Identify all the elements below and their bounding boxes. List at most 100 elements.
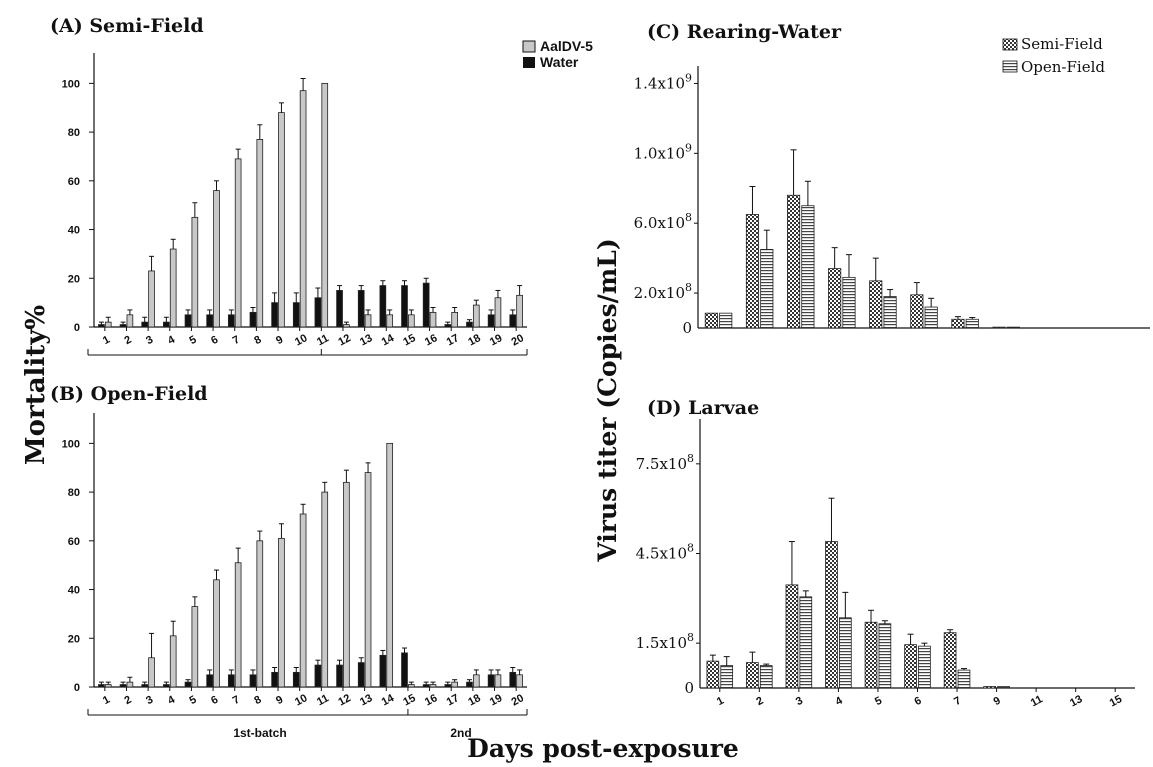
legend-swatch-aaldv5 <box>522 40 536 53</box>
panel-b-xtick-label: 9 <box>274 694 285 707</box>
panel-a-bar-aaldv-5 <box>104 321 112 328</box>
panel-a-bar-water <box>401 285 408 328</box>
panel-a-ytick-label: 0 <box>74 322 80 334</box>
panel-b-xtick-label: 19 <box>488 692 504 708</box>
panel-c-ytick-mantissa: 1.0x10 <box>634 144 685 162</box>
panel-b-ytick-label: 60 <box>68 536 80 548</box>
panel-b-bar-water <box>249 674 257 688</box>
panel-b-bar-aaldv-5 <box>278 537 285 688</box>
panel-c-ytick-label: 6.0x108 <box>634 211 692 232</box>
panel-b-ytick-label: 80 <box>68 487 80 499</box>
panel-a-xtick-label: 19 <box>488 332 504 348</box>
panel-b-xtick-label: 5 <box>187 694 198 707</box>
panel-b-xtick-label: 1 <box>101 694 112 707</box>
panel-b-bar-water <box>184 681 192 688</box>
panel-d-bar-semi-field <box>904 644 917 689</box>
panel-b-bar-water <box>163 684 170 688</box>
panel-a-bar-aaldv-5 <box>494 297 502 328</box>
panel-c-ytick-label: 0 <box>682 319 692 337</box>
panel-c-ytick-exponent: 8 <box>685 281 692 294</box>
panel-c-ytick-mantissa: 2.0x10 <box>634 284 685 302</box>
panel-b-bar-aaldv-5 <box>126 681 134 688</box>
panel-d-xtick-label: 6 <box>913 695 924 708</box>
panel-a-bar-aaldv-5 <box>451 311 458 328</box>
panel-c-bar-open-field <box>965 318 979 329</box>
panel-c-bar-open-field <box>924 306 938 329</box>
panel-a-bar-water <box>336 290 343 328</box>
panel-c-bar-open-field <box>1006 326 1020 329</box>
panel-d-ytick-mantissa: 7.5x10 <box>636 455 687 473</box>
panel-a-bar-water <box>444 324 452 328</box>
panel-d-xtick-label: 3 <box>794 695 805 708</box>
panel-a-bar-water <box>206 314 213 328</box>
panel-a-xtick-label: 9 <box>274 334 285 347</box>
panel-a-bar-aaldv-5 <box>343 324 350 328</box>
panel-b-bar-water <box>357 662 365 688</box>
panel-a-ytick-label: 100 <box>62 78 80 90</box>
panel-c-bar-semi-field <box>910 294 924 329</box>
panel-b-xtick-label: 3 <box>144 694 155 707</box>
panel-c-bar-semi-field <box>787 194 801 329</box>
panel-d-xtick-label: 7 <box>952 695 963 708</box>
panel-b-bar-aaldv-5 <box>364 472 372 688</box>
panel-a-bar-water <box>249 311 257 328</box>
panel-b-bar-water <box>444 684 452 688</box>
panel-b-bar-water <box>271 671 278 688</box>
panel-c-ytick-exponent: 8 <box>685 211 692 224</box>
panel-b-bar-aaldv-5 <box>299 513 307 688</box>
panel-a-xtick-label: 20 <box>510 332 526 348</box>
panel-b-bar-water <box>119 684 127 688</box>
panel-a-bar-aaldv-5 <box>408 314 415 328</box>
panel-a-bar-water <box>98 324 105 328</box>
panel-a-bar-aaldv-5 <box>169 248 177 328</box>
panel-a-xtick-label: 7 <box>231 334 242 347</box>
panel-b-xtick-label: 14 <box>380 692 397 709</box>
panel-b-bar-aaldv-5 <box>234 562 242 688</box>
panel-c-ytick-mantissa: 6.0x10 <box>634 214 685 232</box>
batch-label-1st: 1st-batch <box>233 726 286 740</box>
panel-b-bar-water <box>336 664 343 688</box>
panel-a-bar-aaldv-5 <box>299 90 307 328</box>
panel-b-bar-water <box>379 654 387 688</box>
panel-b-bar-aaldv-5 <box>213 579 220 688</box>
panel-d-xtick-label: 9 <box>992 695 1003 708</box>
panel-a-ytick-label: 80 <box>68 127 80 139</box>
panel-d-ytick-exponent: 8 <box>687 542 694 555</box>
panel-b-bar-aaldv-5 <box>429 684 437 688</box>
panel-c-bar-semi-field <box>704 312 718 329</box>
panel-d-xtick-label: 11 <box>1029 693 1045 709</box>
panel-a-xtick-label: 4 <box>166 333 178 347</box>
panel-b-bar-water <box>206 674 213 688</box>
panel-a-bar-aaldv-5 <box>429 311 437 328</box>
panel-d-ytick-label: 7.5x108 <box>636 452 694 473</box>
panel-c-ytick-mantissa: 1.4x10 <box>634 74 685 92</box>
panel-a-xtick-label: 15 <box>401 332 417 348</box>
panel-a-xtick-label: 3 <box>144 334 155 347</box>
panel-d-ytick-mantissa: 0 <box>684 679 694 697</box>
panel-c-title: (C) Rearing-Water <box>647 21 842 43</box>
panel-d-bar-semi-field <box>864 621 878 689</box>
panel-d-ytick-label: 4.5x108 <box>636 542 694 563</box>
panel-a-bar-water <box>184 314 192 328</box>
panel-a-xtick-label: 14 <box>380 332 397 349</box>
panel-d-bar-open-field <box>957 669 971 689</box>
panel-b-bar-water <box>422 684 430 688</box>
panel-a-xtick-label: 8 <box>252 334 263 347</box>
panel-a-ytick-label: 60 <box>68 176 80 188</box>
panel-b-bar-aaldv-5 <box>516 674 523 688</box>
panel-a-bar-water <box>227 314 235 328</box>
panel-b-ytick-label: 40 <box>68 585 80 597</box>
panel-b-bar-water <box>466 681 473 688</box>
panel-a-bar-water <box>379 285 387 328</box>
panel-b-ytick-label: 100 <box>62 438 80 450</box>
legend-label-semi-field: Semi-Field <box>1021 35 1103 53</box>
panel-b-xtick-label: 2 <box>123 694 134 707</box>
panel-a-bar-aaldv-5 <box>234 158 242 328</box>
panel-c-bar-semi-field <box>992 326 1006 329</box>
panel-b-bar-water <box>292 671 300 688</box>
panel-a-bar-water <box>314 297 322 328</box>
panel-d-title: (D) Larvae <box>647 397 759 419</box>
panel-c-bar-semi-field <box>745 214 760 329</box>
panel-b-xtick-label: 11 <box>315 692 331 708</box>
panel-a-ytick-label: 20 <box>68 273 80 285</box>
